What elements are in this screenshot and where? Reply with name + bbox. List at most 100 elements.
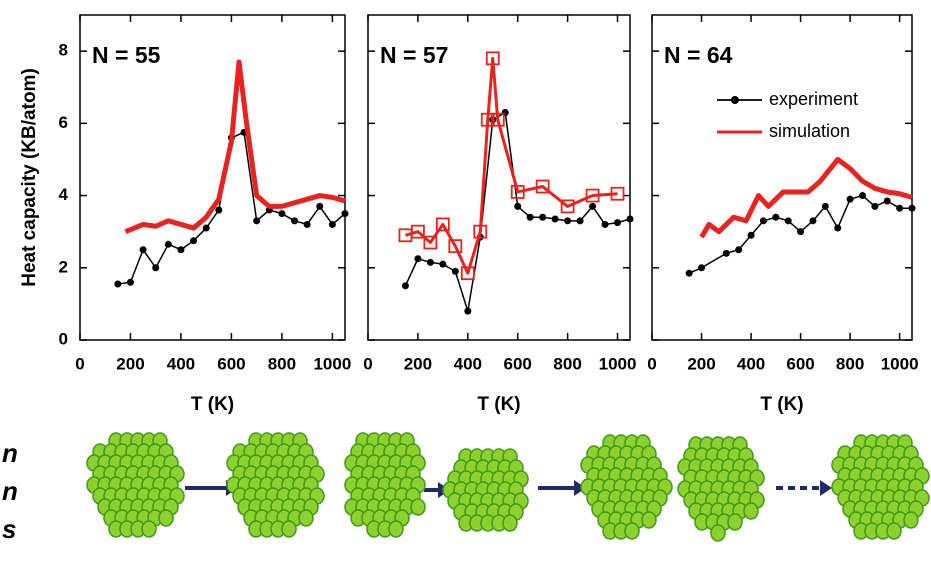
data-point: [560, 199, 575, 214]
x-tick-label: 800: [836, 354, 864, 373]
data-point: [316, 202, 324, 210]
experiment-line: [404, 111, 631, 312]
atom: [903, 511, 919, 529]
simulation-line: [124, 59, 346, 234]
data-point: [177, 246, 185, 254]
data-point: [821, 202, 829, 210]
data-point: [328, 220, 336, 228]
data-point: [114, 280, 122, 288]
x-tick-label: 200: [116, 354, 144, 373]
data-point: [589, 202, 597, 210]
data-point: [551, 215, 559, 223]
atom: [641, 511, 657, 529]
atom: [388, 520, 404, 538]
data-point: [426, 258, 434, 266]
data-point: [460, 266, 475, 281]
text-fragment: n: [2, 476, 18, 506]
experiment-line: [117, 131, 346, 285]
x-tick-label: 600: [786, 354, 814, 373]
data-point: [278, 210, 286, 218]
data-point: [809, 217, 817, 225]
data-point: [510, 185, 525, 199]
data-point: [772, 213, 780, 221]
plot-frame: [367, 14, 631, 341]
data-point: [858, 192, 866, 200]
x-axis-label: T (K): [477, 394, 520, 415]
y-tick-label: 2: [59, 257, 68, 276]
atom: [624, 522, 640, 540]
atom: [743, 502, 759, 520]
cluster: [344, 432, 426, 538]
data-point: [526, 213, 534, 221]
legend-label: simulation: [769, 121, 850, 141]
x-tick-label: 1000: [599, 354, 637, 373]
data-point: [152, 264, 160, 272]
plot-frame: [651, 14, 913, 341]
x-tick-label: 200: [404, 354, 432, 373]
data-point: [784, 217, 792, 225]
data-point: [435, 217, 450, 232]
atom: [281, 520, 297, 538]
data-point: [489, 116, 497, 124]
data-point: [601, 220, 609, 228]
data-point: [480, 112, 495, 127]
atom: [141, 520, 157, 538]
data-point: [834, 224, 842, 232]
data-point: [883, 197, 891, 205]
y-axis-label: Heat capacity (KB/atom): [19, 68, 40, 287]
data-point: [539, 213, 547, 221]
data-point: [448, 239, 463, 254]
data-point: [698, 264, 706, 272]
data-point: [722, 249, 730, 257]
x-tick-label: 400: [454, 354, 482, 373]
data-point: [514, 202, 522, 210]
data-point: [291, 217, 299, 225]
data-point: [735, 246, 743, 254]
data-point: [190, 237, 198, 245]
data-point: [411, 224, 425, 239]
text-fragment: n: [2, 438, 18, 468]
x-tick-label: 0: [75, 354, 84, 373]
data-point: [747, 231, 755, 239]
data-point: [202, 224, 210, 232]
x-tick-label: 400: [167, 354, 195, 373]
data-point: [485, 51, 500, 66]
data-point: [423, 235, 438, 250]
data-point: [576, 217, 584, 225]
data-point: [164, 240, 172, 248]
data-point: [341, 210, 349, 218]
x-tick-label: 600: [217, 354, 245, 373]
data-point: [215, 206, 223, 214]
y-tick-label: 4: [59, 185, 69, 204]
y-tick-label: 6: [59, 113, 68, 132]
x-tick-label: 1000: [313, 354, 351, 373]
data-point: [896, 204, 904, 212]
data-point: [846, 195, 854, 203]
y-tick-label: 0: [59, 329, 68, 348]
data-point: [535, 179, 550, 194]
data-point: [451, 267, 459, 275]
text-fragment: s: [2, 514, 16, 544]
arrow-head: [820, 480, 832, 496]
data-point: [414, 255, 422, 263]
cluster: [442, 448, 529, 532]
data-point: [614, 219, 622, 227]
x-tick-label: 0: [363, 354, 372, 373]
data-point: [501, 109, 509, 116]
data-point: [585, 188, 600, 203]
x-tick-label: 0: [647, 354, 656, 373]
cluster: [226, 432, 325, 538]
arrow-head: [574, 480, 586, 496]
data-point: [908, 204, 916, 212]
atom: [710, 524, 726, 542]
cluster: [86, 432, 185, 538]
data-point: [464, 307, 472, 315]
atom: [727, 513, 743, 531]
data-point: [253, 217, 261, 225]
atom: [502, 514, 518, 532]
x-tick-label: 1000: [881, 354, 919, 373]
data-point: [871, 202, 879, 210]
atom: [886, 522, 902, 540]
data-point: [401, 282, 409, 290]
atom: [298, 509, 314, 527]
